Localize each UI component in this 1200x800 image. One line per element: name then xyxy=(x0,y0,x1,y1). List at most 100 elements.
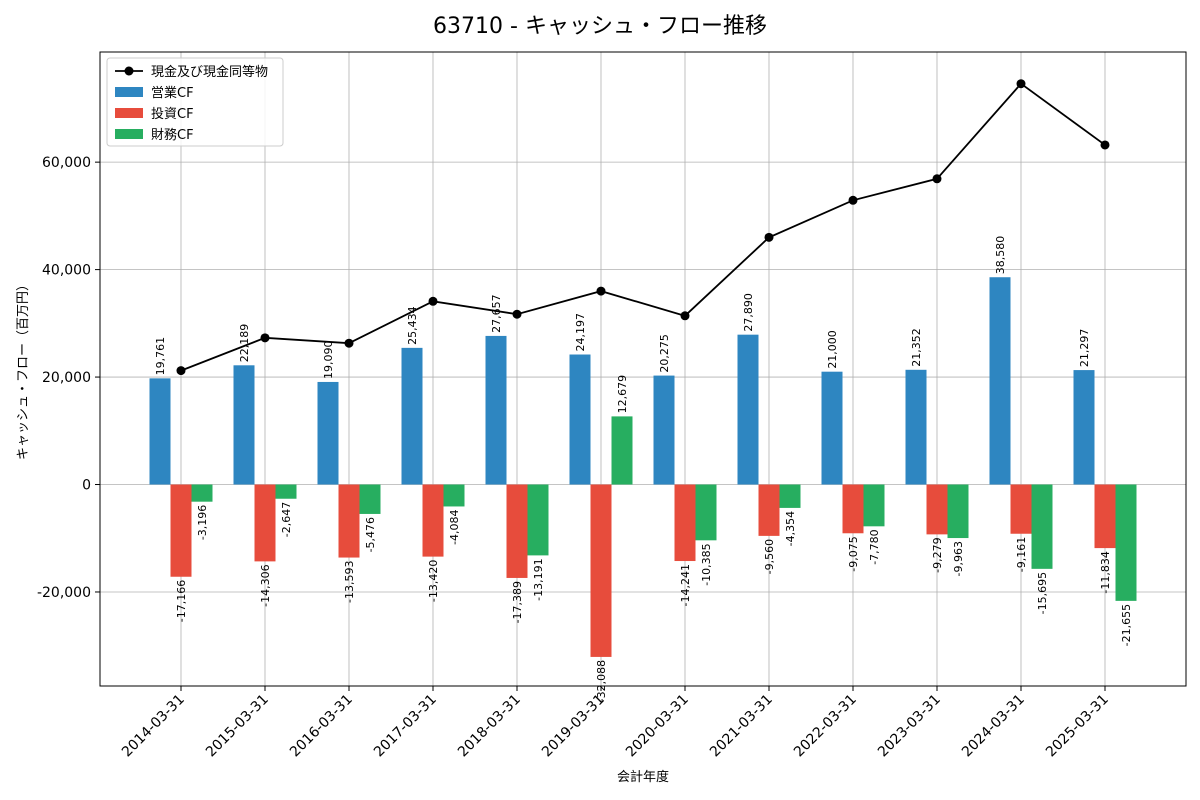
cash-line-point xyxy=(1016,79,1026,89)
bar-operating xyxy=(401,347,423,485)
cash-line-point xyxy=(680,311,690,321)
bar-financing xyxy=(191,484,213,502)
legend-box xyxy=(106,57,284,147)
bar-financing xyxy=(443,484,465,507)
bar-investing xyxy=(842,484,864,534)
bar-investing xyxy=(590,484,612,657)
bar-operating xyxy=(485,335,507,485)
bar-value-label: 21,000 xyxy=(826,330,839,369)
legend-swatch xyxy=(115,87,143,97)
x-tick-label: 2019-03-31 xyxy=(539,692,608,761)
bar-financing xyxy=(527,484,549,556)
bar-value-label: -5,476 xyxy=(364,517,377,552)
data-labels: 19,761 22,189 19,090 25,434 27,657 24,197 20,2… xyxy=(154,236,1133,703)
bar-investing xyxy=(338,484,360,558)
cash-line-point xyxy=(848,195,858,205)
bar-operating xyxy=(149,378,171,485)
bar-financing xyxy=(275,484,297,499)
y-tick-label: 0 xyxy=(82,478,91,494)
bar-investing xyxy=(254,484,276,562)
x-axis-label: 会計年度 xyxy=(617,769,669,785)
bar-value-label: -14,241 xyxy=(679,564,692,606)
cash-line-point xyxy=(176,366,186,376)
y-axis-label: キャッシュ・フロー（百万円） xyxy=(16,278,31,460)
x-tick-label: 2016-03-31 xyxy=(287,692,356,761)
bar-investing xyxy=(506,484,528,578)
bar-operating xyxy=(653,375,675,485)
bar-operating xyxy=(905,369,927,485)
bar-investing xyxy=(1094,484,1116,549)
bar-value-label: 19,090 xyxy=(322,340,335,379)
bar-investing xyxy=(674,484,696,562)
x-tick-label: 2025-03-31 xyxy=(1043,692,1112,761)
bar-value-label: -4,354 xyxy=(784,511,797,546)
bar-value-label: -3,196 xyxy=(196,505,209,540)
bar-value-label: -17,166 xyxy=(175,580,188,622)
bar-investing xyxy=(170,484,192,577)
x-tick-label: 2022-03-31 xyxy=(791,692,860,761)
bar-value-label: -11,834 xyxy=(1099,551,1112,593)
bar-value-label: -2,647 xyxy=(280,502,293,537)
bar-investing xyxy=(926,484,948,535)
bar-value-label: -9,963 xyxy=(952,541,965,576)
bar-value-label: -13,191 xyxy=(532,558,545,600)
grid-lines xyxy=(100,52,1186,686)
bar-value-label: -9,560 xyxy=(763,539,776,574)
plot-frame xyxy=(99,51,1187,687)
bar-value-label: 21,297 xyxy=(1078,329,1091,368)
y-tick-label: 20,000 xyxy=(42,370,91,386)
cash-line-point xyxy=(764,232,774,242)
bar-value-label: -14,306 xyxy=(259,564,272,606)
bar-operating xyxy=(737,334,759,485)
x-tick-label: 2015-03-31 xyxy=(203,692,272,761)
x-axis: 2014-03-31 2015-03-31 2016-03-31 2017-03-31… xyxy=(119,686,1112,760)
bar-financing xyxy=(695,484,717,541)
legend-label: 営業CF xyxy=(151,85,194,101)
bar-operating xyxy=(233,365,255,485)
x-tick-label: 2017-03-31 xyxy=(371,692,440,761)
bar-operating xyxy=(569,354,591,485)
bar-value-label: 25,434 xyxy=(406,306,419,345)
cash-line-point xyxy=(428,296,438,306)
bar-value-label: 19,761 xyxy=(154,337,167,376)
bar-value-label: -7,780 xyxy=(868,529,881,564)
bar-value-label: -10,385 xyxy=(700,543,713,585)
bar-value-label: 38,580 xyxy=(994,236,1007,275)
legend-label: 投資CF xyxy=(151,106,194,122)
bar-value-label: 24,197 xyxy=(574,313,587,352)
bar-value-label: -9,279 xyxy=(931,537,944,572)
bar-value-label: -13,420 xyxy=(427,560,440,602)
bar-financing xyxy=(863,484,885,527)
bar-value-label: -13,593 xyxy=(343,561,356,603)
bar-value-label: -21,655 xyxy=(1120,604,1133,646)
bar-financing xyxy=(1115,484,1137,601)
bar-financing xyxy=(779,484,801,508)
cash-line-point xyxy=(932,174,942,184)
cash-line-point xyxy=(260,333,270,343)
cash-line-point xyxy=(344,338,354,348)
bar-operating xyxy=(317,381,339,485)
bar-financing xyxy=(1031,484,1053,569)
bar-investing xyxy=(758,484,780,536)
legend-marker xyxy=(124,66,134,76)
bar-value-label: -4,084 xyxy=(448,509,461,544)
legend-swatch xyxy=(115,129,143,139)
x-tick-label: 2023-03-31 xyxy=(875,692,944,761)
cash-line-path xyxy=(180,82,1106,372)
legend-label: 現金及び現金同等物 xyxy=(151,64,268,80)
bar-operating xyxy=(989,277,1011,485)
x-tick-label: 2020-03-31 xyxy=(623,692,692,761)
bar-value-label: -15,695 xyxy=(1036,572,1049,614)
x-tick-label: 2018-03-31 xyxy=(455,692,524,761)
y-tick-label: 60,000 xyxy=(42,155,91,171)
y-tick-label: -20,000 xyxy=(37,585,91,601)
cash-line xyxy=(176,79,1110,376)
cash-line-point xyxy=(1100,140,1110,150)
bar-value-label: 27,657 xyxy=(490,294,503,333)
bar-operating xyxy=(821,371,843,485)
bar-value-label: 12,679 xyxy=(616,375,629,414)
bar-value-label: 27,890 xyxy=(742,293,755,332)
bar-investing xyxy=(1010,484,1032,534)
